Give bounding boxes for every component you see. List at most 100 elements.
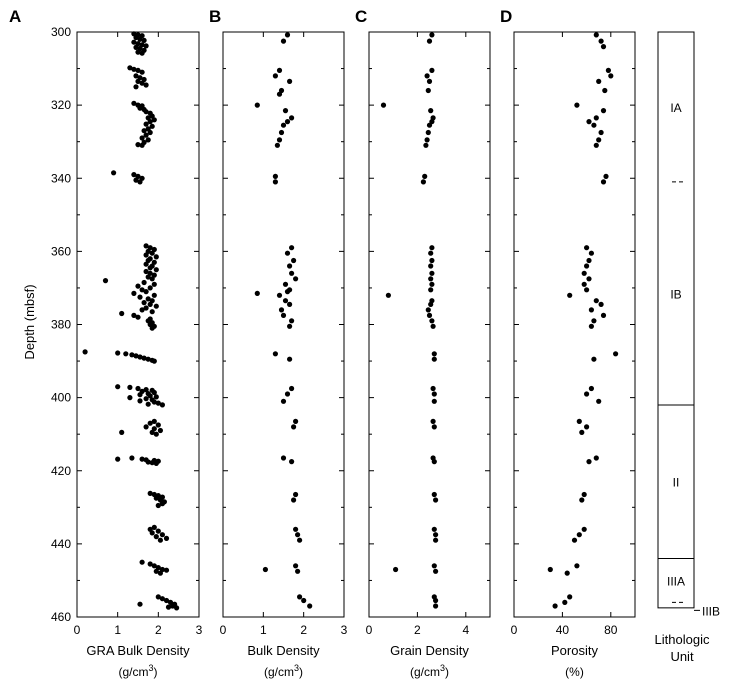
data-point [591,318,597,324]
data-point [287,78,293,84]
data-point [147,393,153,399]
data-point [127,395,133,401]
data-point [153,267,159,273]
data-point [131,312,137,318]
data-point [165,604,172,610]
data-point [137,392,143,398]
data-point [295,568,301,574]
data-point [579,497,585,503]
data-point [429,270,435,276]
data-point [431,459,437,465]
data-point [145,459,151,465]
data-point [174,605,180,611]
x-tick-label: 2 [155,623,162,637]
data-point [429,257,435,264]
data-point [593,115,599,121]
data-point [139,456,145,462]
y-tick-label: 360 [51,244,71,258]
x-tick-label: 0 [220,623,227,637]
data-point [143,121,149,127]
data-point [151,563,157,569]
data-point [153,303,159,309]
data-point [598,129,604,136]
data-point [433,497,439,503]
data-point [149,530,155,536]
data-points [380,32,439,609]
x-tick-label: 4 [462,623,469,637]
data-point [254,102,260,108]
x-tick-label: 40 [556,623,570,637]
data-point [153,495,159,501]
unit-label: IB [670,287,681,301]
data-point [151,117,157,123]
data-point [278,129,285,136]
data-point [428,250,434,256]
data-point [149,309,155,315]
x-axis-label: Grain Density [390,643,469,658]
data-point [586,119,592,125]
data-point [431,491,437,498]
x-tick-label: 2 [300,623,307,637]
data-point [143,109,149,115]
data-point [115,350,121,356]
data-point [301,597,307,604]
data-point [287,356,293,362]
data-point [385,292,391,298]
data-point [547,566,553,573]
data-point [133,73,139,79]
data-point [423,142,429,148]
data-point [133,84,139,90]
data-point [431,391,437,397]
data-point [163,535,170,542]
plot-frame [222,31,345,618]
data-point [424,137,430,143]
data-point [593,142,599,148]
data-point [280,455,287,461]
data-point [596,398,602,404]
data-point [145,296,151,302]
data-point [608,73,614,79]
panel-d: D 0 40 80 Porosity (%) [500,7,636,679]
data-point [119,310,125,317]
data-point [123,351,129,357]
data-point [289,245,295,251]
data-point [584,424,590,430]
data-point [139,559,145,565]
data-point [163,567,170,573]
data-point [155,502,161,509]
data-point [430,323,436,329]
data-point [143,289,149,295]
data-point [426,122,433,128]
data-point [141,279,147,286]
data-point [433,597,439,604]
data-point [155,528,161,534]
data-point [424,73,430,79]
x-tick-label: 1 [260,623,267,637]
data-point [433,568,439,574]
lithologic-column: IA IB II IIIA IIIB [657,31,720,618]
x-axis-label: Porosity [551,643,598,658]
data-point [276,67,283,73]
data-point [111,170,117,176]
data-point [282,108,289,114]
data-point [133,44,139,51]
data-point [276,91,283,97]
data-points [82,31,180,611]
data-point [596,78,602,84]
data-point [139,287,145,293]
data-point [429,32,435,38]
data-point [127,65,133,71]
data-point [600,179,607,185]
data-point [147,420,153,426]
data-point [163,597,170,604]
data-point [135,67,141,73]
data-point [139,307,145,313]
data-point [293,526,299,532]
plot-frame [76,31,200,618]
data-point [131,100,137,106]
data-point [145,401,151,407]
data-point [428,287,434,293]
data-point [567,292,573,298]
data-points [254,32,313,609]
